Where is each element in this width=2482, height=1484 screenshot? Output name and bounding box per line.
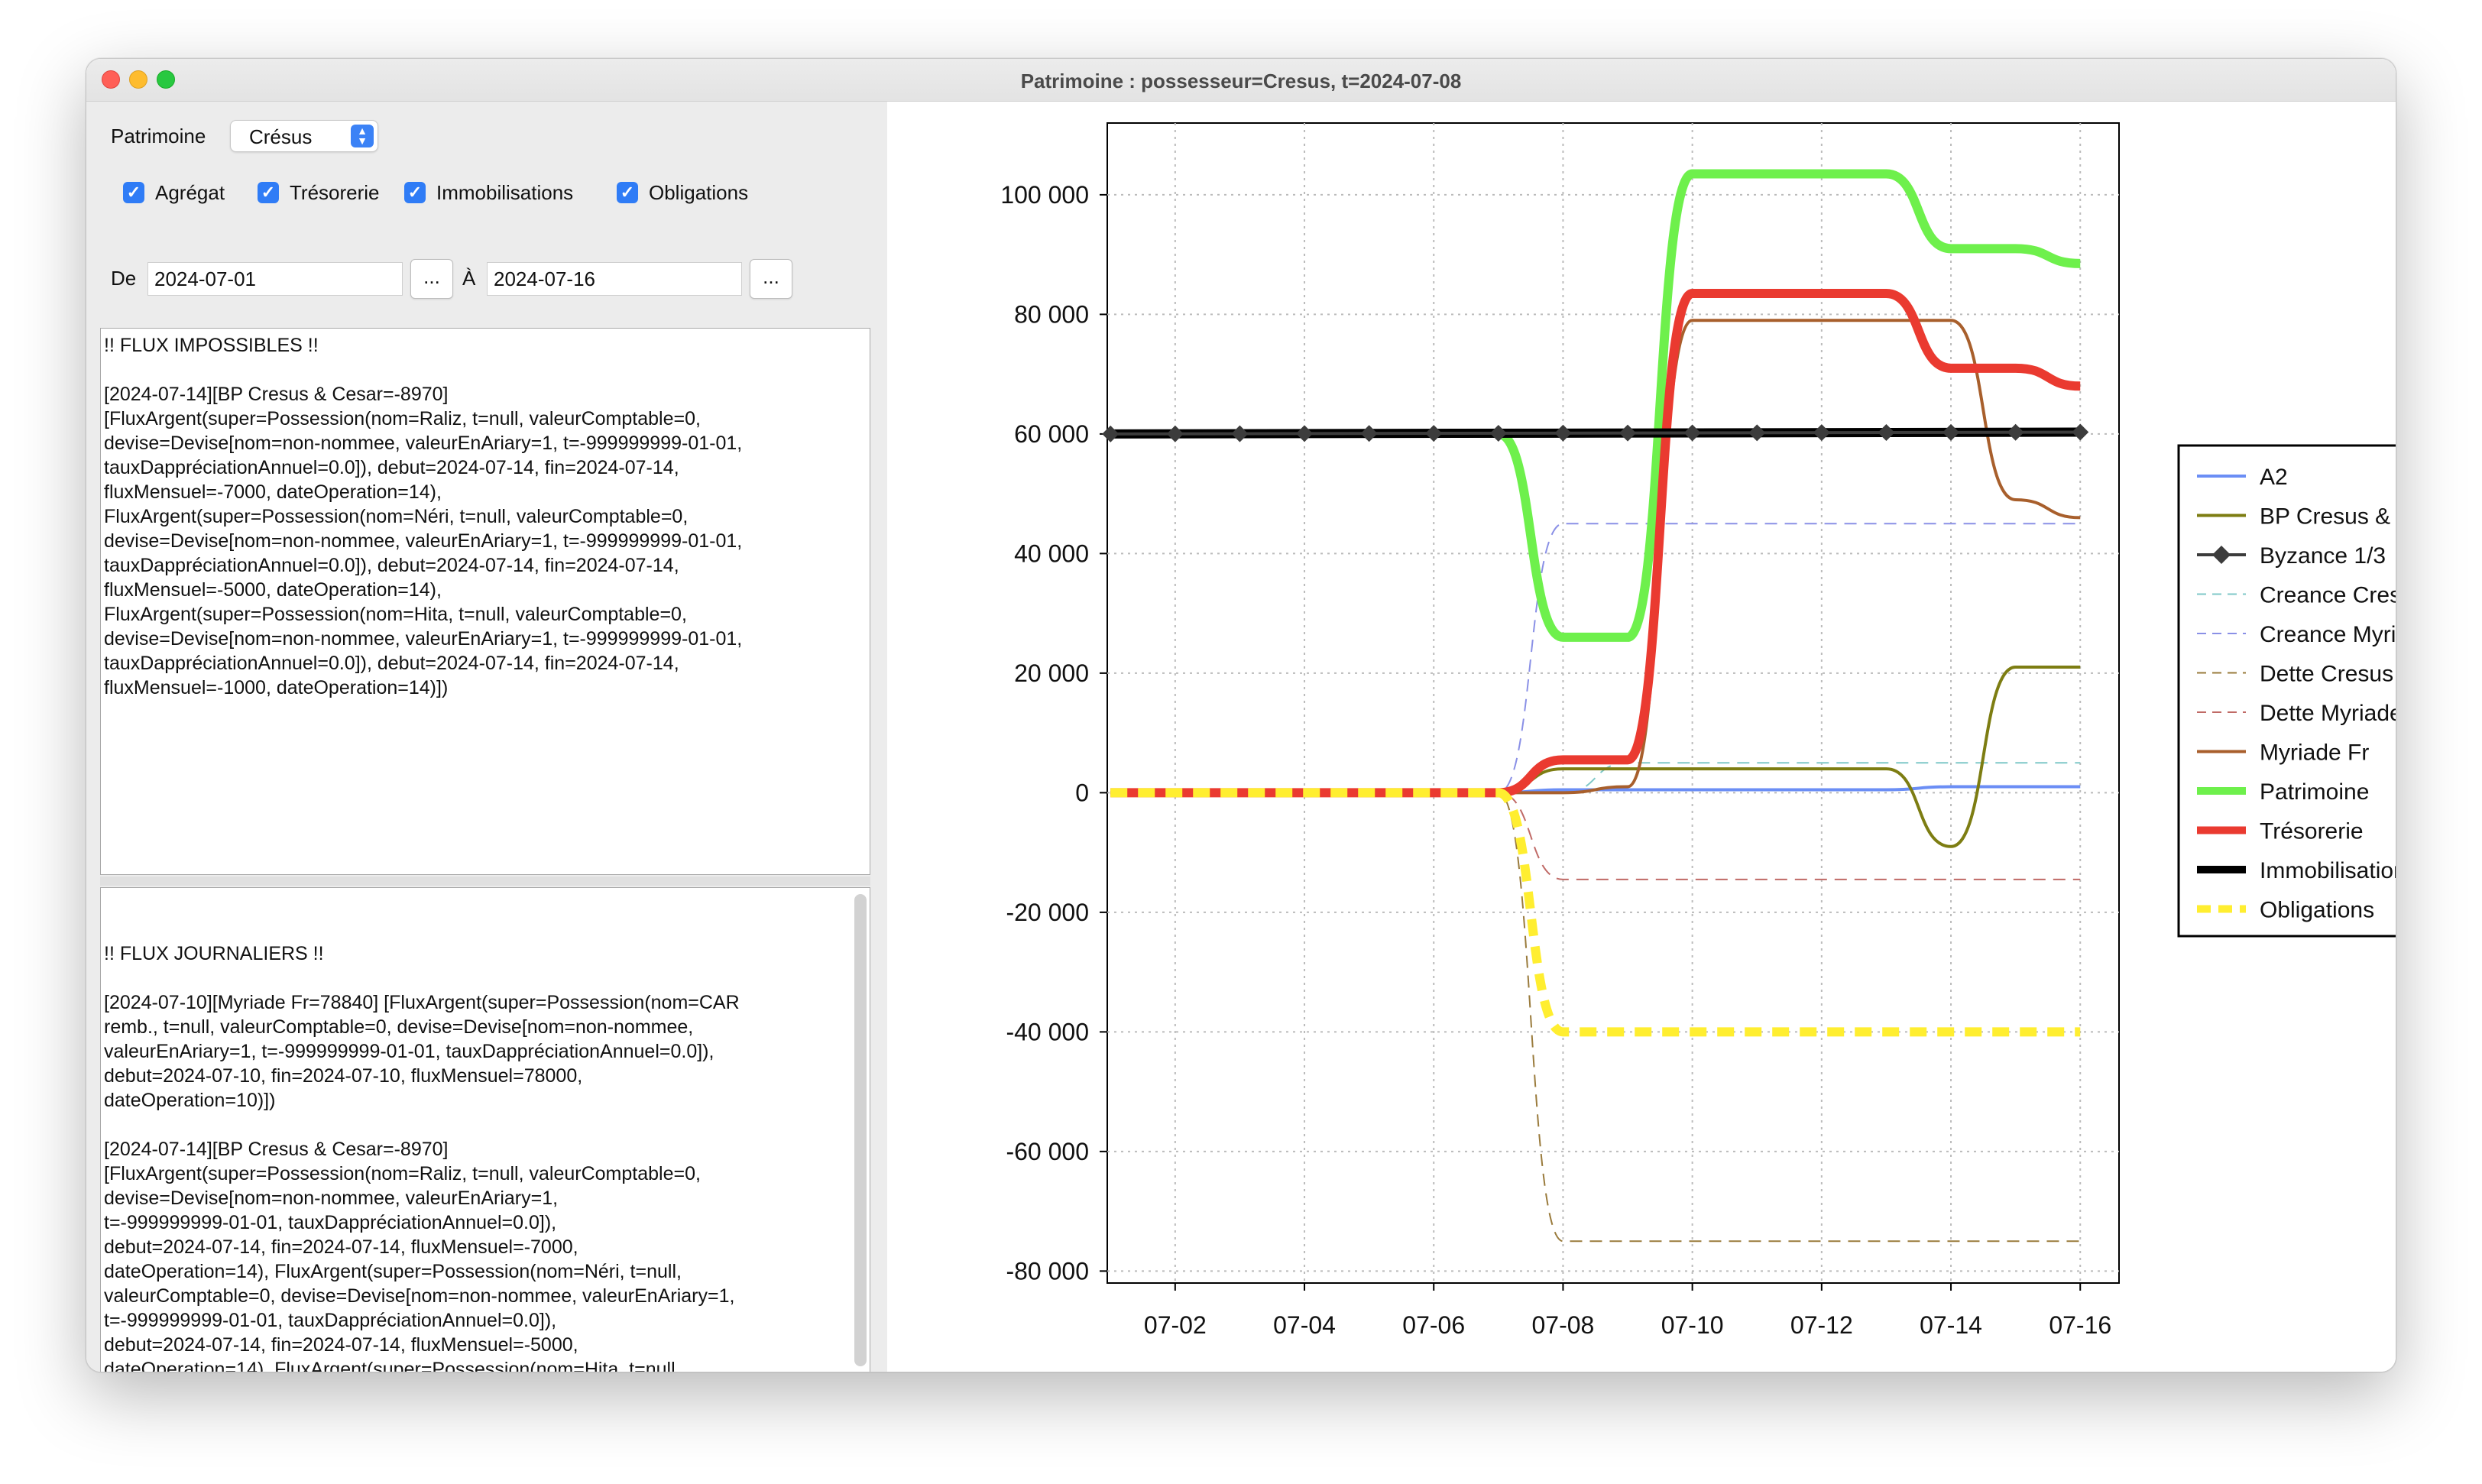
checkbox-label: Immobilisations	[436, 180, 574, 204]
x-tick-label: 07-08	[1532, 1311, 1595, 1339]
close-button[interactable]	[102, 70, 120, 89]
x-tick-label: 07-14	[1920, 1311, 1982, 1339]
legend-label: Immobilisations	[2260, 858, 2396, 883]
flux-journaliers-text: !! FLUX JOURNALIERS !! [2024-07-10][Myri…	[104, 943, 740, 1372]
checkbox-agregat[interactable]: ✓ Agrégat	[123, 180, 225, 206]
series-patrimoine-line	[1497, 169, 2081, 642]
byzance-point-marker	[1489, 424, 1507, 442]
chart-legend	[2177, 444, 2396, 938]
checkbox-immobilisations[interactable]: ✓ Immobilisations	[404, 180, 573, 206]
byzance-point-marker	[1943, 423, 1960, 441]
byzance-point-marker	[1231, 425, 1249, 442]
checkbox-obligations[interactable]: ✓ Obligations	[617, 180, 748, 206]
series-tr-sorerie-line	[1110, 289, 2081, 798]
legend-label: Creance Cresus	[2260, 583, 2396, 608]
a-label: À	[462, 267, 476, 290]
byzance-point-marker	[1683, 424, 1701, 442]
control-panel: Patrimoine Crésus ▲ ▼ ✓ Agrégat ✓ Trésore…	[86, 102, 887, 1372]
legend-label: Patrimoine	[2260, 779, 2369, 805]
line-chart: 100 000 80 000 60 000 40 000 20 000 0 -20 000 -…	[1000, 122, 2396, 1339]
checkbox-label: Trésorerie	[290, 180, 380, 204]
byzance-point-marker	[1360, 425, 1378, 442]
y-tick-label: 100 000	[1000, 181, 1089, 209]
byzance-point-marker	[1166, 425, 1184, 442]
legend-label: BP Cresus & Cesar	[2260, 504, 2396, 530]
chart-panel: 100 000 80 000 60 000 40 000 20 000 0 -20 000 -…	[887, 102, 2396, 1372]
byzance-point-marker	[1619, 424, 1637, 442]
legend-label: Creance Myriade Fr	[2260, 622, 2396, 647]
updown-chevron-icon: ▲ ▼	[351, 125, 374, 147]
byzance-point-marker	[1102, 425, 1119, 442]
series-creance-myriade-fr-line	[1110, 523, 2081, 794]
legend-label: Byzance 1/3	[2260, 543, 2386, 569]
byzance-point-marker	[2007, 423, 2024, 441]
y-tick-label: 0	[1075, 779, 1089, 806]
date-from-picker-button[interactable]: ...	[410, 259, 453, 299]
series-obligations-line	[1110, 788, 2081, 1037]
scrollbar-thumb[interactable]	[854, 894, 867, 1366]
legend-diamond-marker	[2212, 546, 2231, 564]
patrimoine-label: Patrimoine	[111, 125, 206, 147]
byzance-point-marker	[2072, 423, 2089, 441]
title-bar: Patrimoine : possesseur=Cresus, t=2024-0…	[86, 59, 2396, 102]
y-tick-label: -40 000	[1006, 1018, 1089, 1045]
y-tick-label: 20 000	[1014, 659, 1089, 687]
x-tick-label: 07-10	[1661, 1311, 1724, 1339]
checkmark-icon: ✓	[617, 182, 638, 203]
checkbox-label: Obligations	[649, 180, 749, 204]
series-dette-cresus-line	[1110, 792, 2081, 1243]
y-tick-label: 40 000	[1014, 539, 1089, 567]
series-byzance-1-3-line	[1110, 430, 2081, 436]
y-tick-label: 60 000	[1014, 420, 1089, 448]
flux-journaliers-textarea[interactable]: !! FLUX JOURNALIERS !! [2024-07-10][Myri…	[100, 887, 870, 1372]
checkbox-label: Agrégat	[155, 180, 225, 204]
legend-label: Trésorerie	[2260, 819, 2364, 844]
legend-label: Dette Cresus	[2260, 662, 2393, 687]
checkbox-tresorerie[interactable]: ✓ Trésorerie	[258, 180, 380, 206]
checkmark-icon: ✓	[258, 182, 279, 203]
maximize-button[interactable]	[157, 70, 175, 89]
x-tick-label: 07-16	[2049, 1311, 2111, 1339]
legend-label: A2	[2260, 465, 2288, 490]
date-to-picker-button[interactable]: ...	[750, 259, 792, 299]
date-from-field[interactable]	[147, 262, 403, 296]
date-to-field[interactable]	[487, 262, 742, 296]
y-tick-label: -20 000	[1006, 899, 1089, 926]
checkmark-icon: ✓	[123, 182, 144, 203]
plot-area	[1107, 122, 2120, 1284]
x-tick-label: 07-12	[1790, 1311, 1853, 1339]
y-tick-label: -60 000	[1006, 1138, 1089, 1165]
minimize-button[interactable]	[129, 70, 147, 89]
legend-label: Myriade Fr	[2260, 740, 2369, 766]
window-title: Patrimoine : possesseur=Cresus, t=2024-0…	[1020, 70, 1462, 92]
byzance-point-marker	[1554, 424, 1572, 442]
x-tick-label: 07-04	[1273, 1311, 1336, 1339]
legend-label: Obligations	[2260, 898, 2374, 923]
y-tick-label: -80 000	[1006, 1257, 1089, 1285]
series-myriade-fr-line	[1110, 319, 2081, 795]
x-tick-label: 07-02	[1144, 1311, 1207, 1339]
split-divider[interactable]	[100, 876, 870, 886]
patrimoine-select-value: Crésus	[249, 125, 313, 148]
byzance-point-marker	[1425, 425, 1443, 442]
app-window: Patrimoine : possesseur=Cresus, t=2024-0…	[86, 58, 2396, 1372]
byzance-point-marker	[1296, 425, 1314, 442]
de-label: De	[111, 267, 137, 290]
byzance-point-marker	[1748, 424, 1766, 442]
patrimoine-select[interactable]: Crésus ▲ ▼	[230, 120, 378, 152]
series-dette-myriade-fr-line	[1110, 792, 2081, 880]
y-tick-label: 80 000	[1014, 300, 1089, 328]
x-tick-label: 07-06	[1402, 1311, 1465, 1339]
checkmark-icon: ✓	[404, 182, 426, 203]
byzance-point-marker	[1813, 424, 1830, 442]
byzance-point-marker	[1878, 424, 1895, 442]
flux-impossibles-textarea[interactable]: !! FLUX IMPOSSIBLES !! [2024-07-14][BP C…	[100, 328, 870, 875]
legend-label: Dette Myriade Fr	[2260, 701, 2396, 726]
